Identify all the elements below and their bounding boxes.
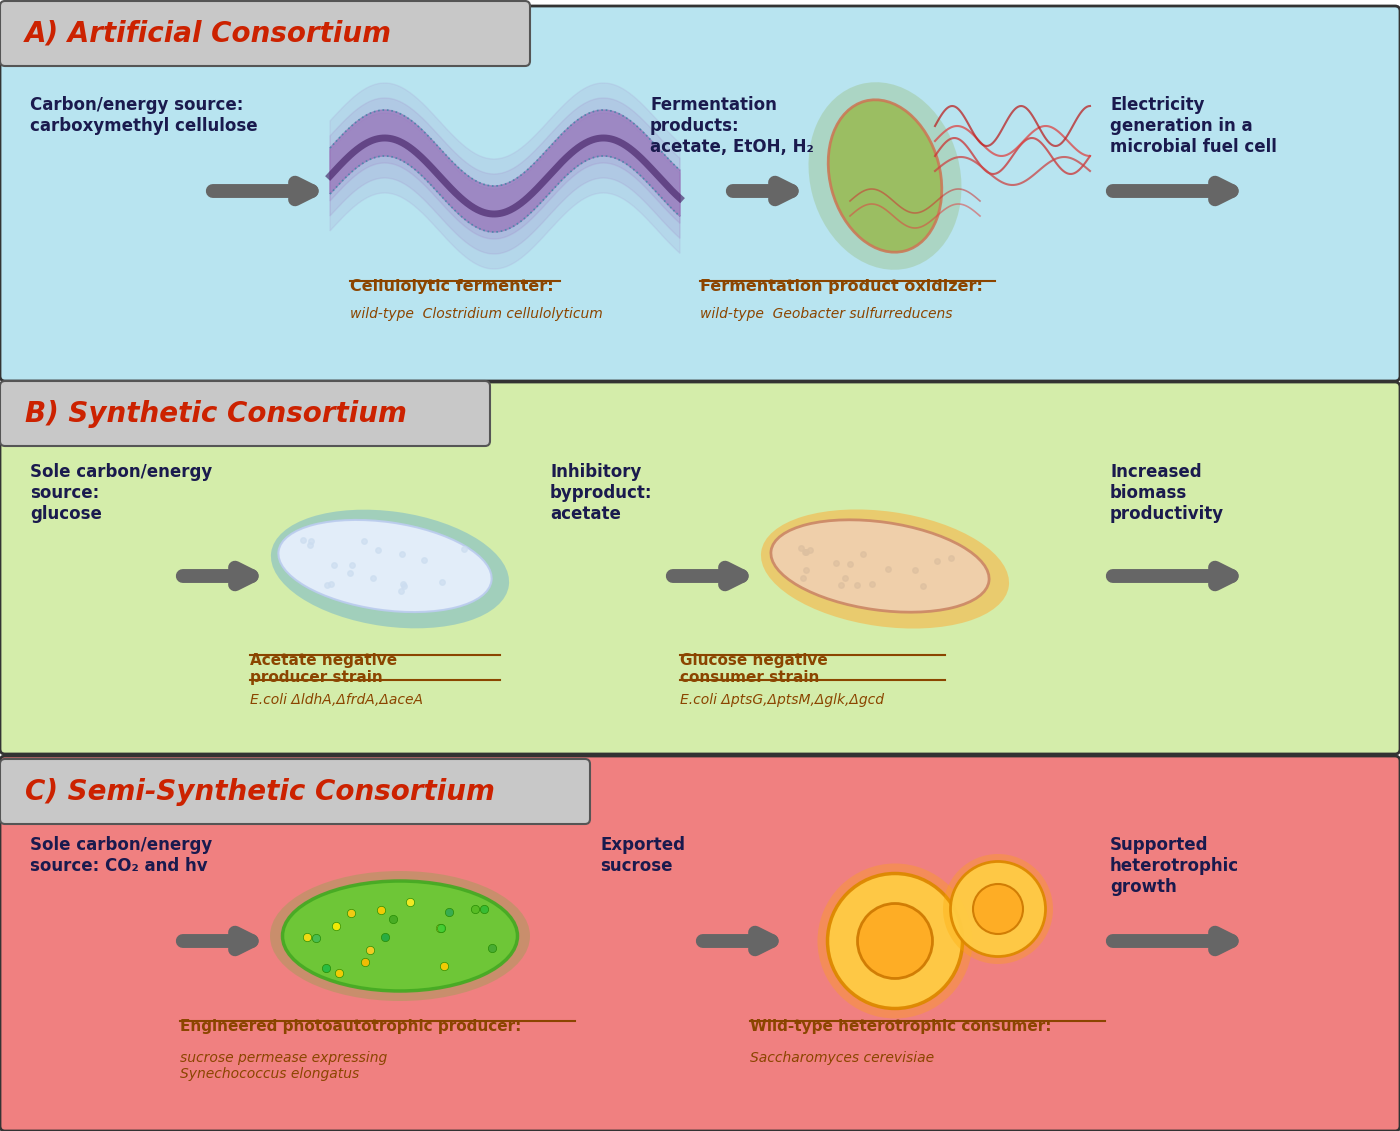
FancyBboxPatch shape: [0, 759, 589, 824]
Text: Cellulolytic fermenter:: Cellulolytic fermenter:: [350, 279, 553, 294]
Text: A) Artificial Consortium: A) Artificial Consortium: [25, 19, 392, 48]
Polygon shape: [330, 83, 680, 269]
Text: B) Synthetic Consortium: B) Synthetic Consortium: [25, 399, 407, 428]
Ellipse shape: [827, 873, 962, 1009]
Ellipse shape: [762, 509, 1009, 629]
Text: Exported
sucrose: Exported sucrose: [601, 836, 685, 874]
Ellipse shape: [771, 520, 990, 612]
Ellipse shape: [279, 520, 491, 612]
Text: Acetate negative
producer strain: Acetate negative producer strain: [251, 653, 398, 685]
Text: Fermentation product oxidizer:: Fermentation product oxidizer:: [700, 279, 983, 294]
Ellipse shape: [829, 100, 942, 252]
Text: wild-type  Clostridium cellulolyticum: wild-type Clostridium cellulolyticum: [350, 307, 603, 321]
Text: Carbon/energy source:
carboxymethyl cellulose: Carbon/energy source: carboxymethyl cell…: [29, 96, 258, 135]
Ellipse shape: [270, 871, 531, 1001]
Polygon shape: [330, 98, 680, 254]
Ellipse shape: [857, 904, 932, 978]
Text: Supported
heterotrophic
growth: Supported heterotrophic growth: [1110, 836, 1239, 896]
FancyBboxPatch shape: [0, 6, 1400, 381]
Ellipse shape: [944, 854, 1053, 964]
Text: E.coli ΔptsG,ΔptsM,Δglk,Δgcd: E.coli ΔptsG,ΔptsM,Δglk,Δgcd: [680, 693, 883, 707]
Text: Saccharomyces cerevisiae: Saccharomyces cerevisiae: [750, 1051, 934, 1065]
FancyBboxPatch shape: [0, 382, 1400, 754]
Ellipse shape: [973, 884, 1023, 934]
Ellipse shape: [283, 881, 518, 991]
Text: Electricity
generation in a
microbial fuel cell: Electricity generation in a microbial fu…: [1110, 96, 1277, 156]
FancyBboxPatch shape: [0, 381, 490, 446]
Text: Engineered photoautotrophic producer:: Engineered photoautotrophic producer:: [181, 1019, 521, 1034]
Text: Fermentation
products:
acetate, EtOH, H₂: Fermentation products: acetate, EtOH, H₂: [650, 96, 813, 156]
Ellipse shape: [808, 83, 962, 270]
Text: sucrose permease expressing
Synechococcus elongatus: sucrose permease expressing Synechococcu…: [181, 1051, 388, 1081]
Polygon shape: [330, 113, 680, 239]
Polygon shape: [330, 110, 680, 232]
Text: Increased
biomass
productivity: Increased biomass productivity: [1110, 463, 1224, 523]
Text: Wild-type heterotrophic consumer:: Wild-type heterotrophic consumer:: [750, 1019, 1051, 1034]
Text: Sole carbon/energy
source:
glucose: Sole carbon/energy source: glucose: [29, 463, 213, 523]
Ellipse shape: [270, 510, 510, 629]
Text: wild-type  Geobacter sulfurreducens: wild-type Geobacter sulfurreducens: [700, 307, 952, 321]
Ellipse shape: [818, 863, 973, 1019]
Text: Sole carbon/energy
source: CO₂ and hv: Sole carbon/energy source: CO₂ and hv: [29, 836, 213, 874]
Text: Inhibitory
byproduct:
acetate: Inhibitory byproduct: acetate: [550, 463, 652, 523]
Text: Glucose negative
consumer strain: Glucose negative consumer strain: [680, 653, 827, 685]
Text: E.coli ΔldhA,ΔfrdA,ΔaceA: E.coli ΔldhA,ΔfrdA,ΔaceA: [251, 693, 423, 707]
Ellipse shape: [951, 862, 1046, 957]
FancyBboxPatch shape: [0, 756, 1400, 1131]
FancyBboxPatch shape: [0, 1, 531, 66]
Text: C) Semi-Synthetic Consortium: C) Semi-Synthetic Consortium: [25, 777, 494, 805]
